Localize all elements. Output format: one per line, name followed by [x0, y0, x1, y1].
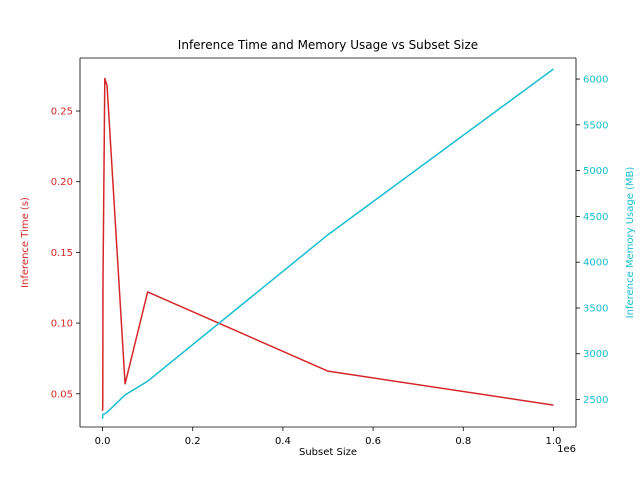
right-y-tick-label: 3500	[583, 303, 608, 314]
plot-area	[80, 58, 576, 427]
x-tick-label: 0.0	[95, 436, 111, 447]
left-y-tick-label: 0.05	[51, 389, 73, 400]
x-tick-label: 0.6	[365, 436, 381, 447]
x-tick-label: 0.8	[455, 436, 471, 447]
x-tick-label: 0.2	[185, 436, 201, 447]
right-y-axis-label: Inference Memory Usage (MB)	[625, 167, 636, 319]
series-line-right	[101, 68, 554, 419]
right-y-tick-label: 2500	[583, 395, 608, 406]
left-y-axis-label: Inference Time (s)	[20, 197, 31, 288]
right-y-tick-label: 4000	[583, 258, 608, 269]
axes-layer: 0.0 0.2 0.4 0.6 0.8 1.0 0.05 0.10 0.15 0.20 0.25 25…	[51, 57, 608, 447]
left-y-tick-label: 0.25	[51, 107, 73, 118]
right-y-tick-label: 6000	[583, 75, 608, 86]
left-y-tick-label: 0.15	[51, 248, 73, 259]
right-y-tick-label: 5000	[583, 166, 608, 177]
left-y-tick-label: 0.10	[51, 319, 73, 330]
series-line-left	[101, 77, 554, 411]
right-y-tick-label: 3000	[583, 349, 608, 360]
x-tick-label: 0.4	[275, 436, 291, 447]
chart-title: Inference Time and Memory Usage vs Subse…	[178, 38, 478, 52]
series-layer	[101, 68, 554, 419]
right-y-tick-label: 5500	[583, 120, 608, 131]
left-y-tick-label: 0.20	[51, 177, 73, 188]
x-axis-offset-label: 1e6	[557, 444, 576, 455]
right-y-tick-label: 4500	[583, 212, 608, 223]
x-axis-label: Subset Size	[299, 447, 357, 458]
x-tick-label: 1.0	[546, 436, 562, 447]
